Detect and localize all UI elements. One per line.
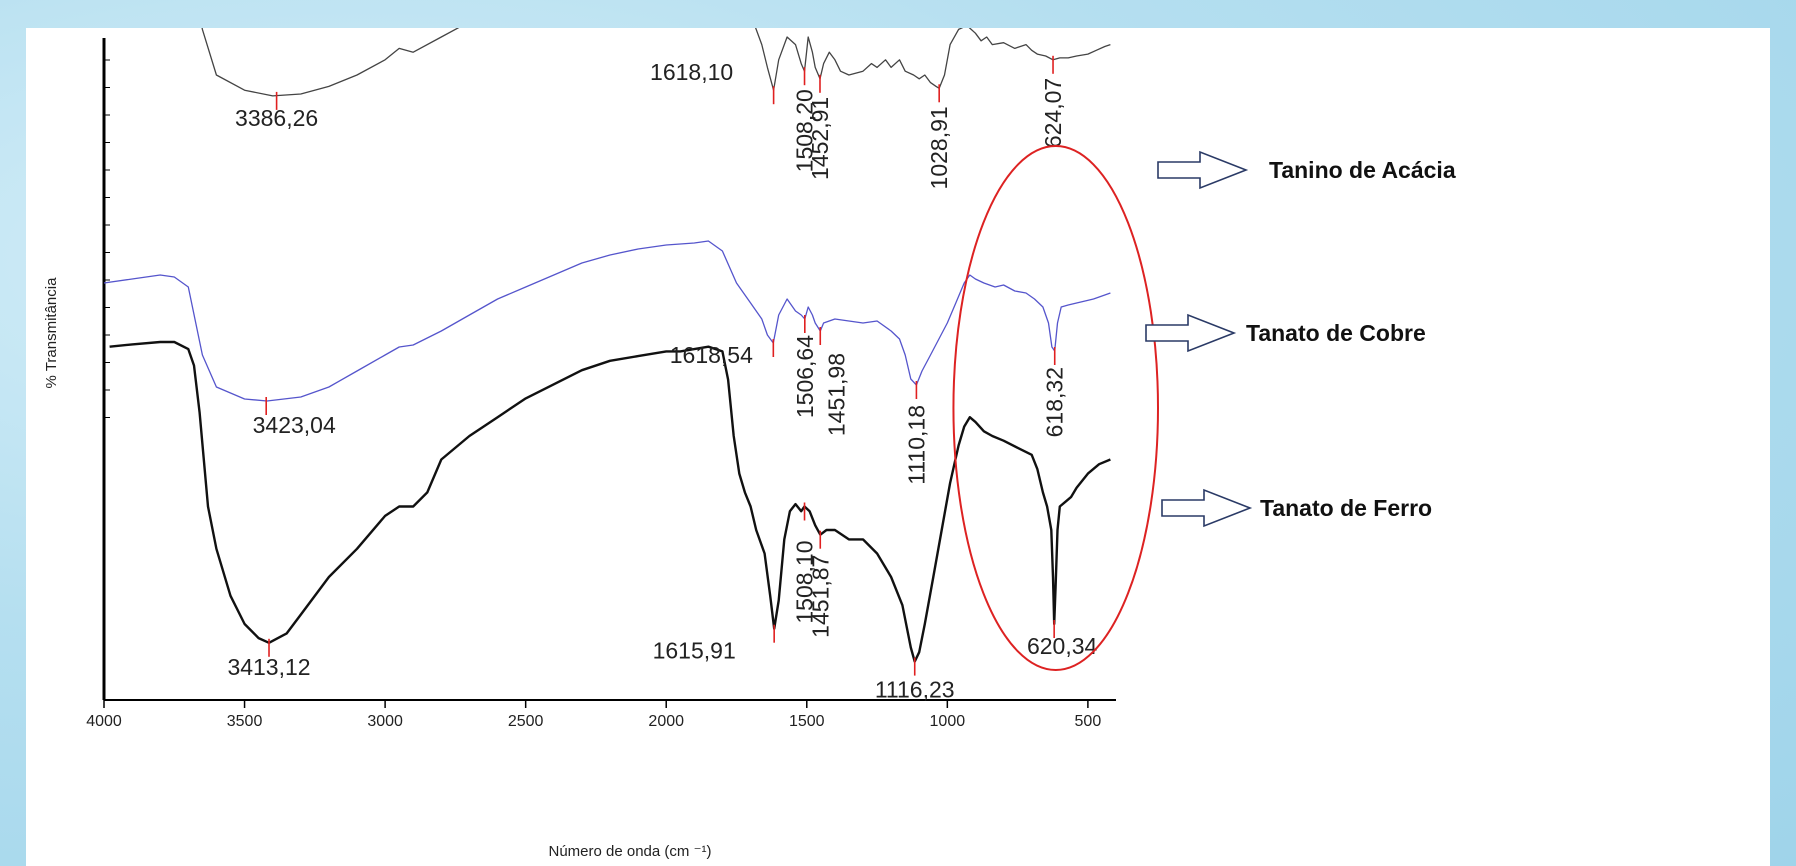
peak-label: 1508,20 <box>792 89 818 172</box>
chart-panel: 4000 3500 3000 2500 2000 1500 1000 500 Número de… <box>26 28 1770 866</box>
ftir-spectrum-chart: 4000 3500 3000 2500 2000 1500 1000 500 Número de… <box>43 28 1456 860</box>
peak-label: 1615,91 <box>653 638 736 664</box>
peak-label: 1116,23 <box>875 677 955 703</box>
peak-label: 3386,26 <box>235 105 318 131</box>
x-tick-label: 1000 <box>930 713 966 730</box>
peak-label: 1508,10 <box>792 541 818 624</box>
peak-label: 3413,12 <box>227 654 310 680</box>
series-line-tanato-de-ferro <box>109 340 1111 663</box>
peak-label: 1451,87 <box>807 555 833 638</box>
x-tick-label: 2000 <box>648 713 684 730</box>
peak-label: 3423,04 <box>253 412 336 438</box>
x-tick-label: 500 <box>1075 713 1102 730</box>
x-tick-label: 3500 <box>227 713 263 730</box>
peak-label: 1451,98 <box>823 353 849 436</box>
peak-label: 1618,10 <box>650 59 733 85</box>
legend-arrow-icon <box>1157 150 1249 190</box>
highlight-ellipse <box>952 145 1159 671</box>
legend-label: Tanato de Cobre <box>1246 320 1426 346</box>
legend-arrow-icon <box>1145 313 1237 353</box>
x-tick-label: 4000 <box>86 713 122 730</box>
legend-arrow-icon <box>1161 488 1253 528</box>
x-tick-label: 1500 <box>789 713 825 730</box>
peak-label: 620,34 <box>1027 633 1098 659</box>
series-line-tanino-de-ac-cia <box>201 28 1111 97</box>
peak-label: 1452,91 <box>807 97 833 180</box>
x-tick-label: 3000 <box>367 713 403 730</box>
x-axis-title: Número de onda (cm ⁻¹) <box>549 843 712 860</box>
peak-label: 1110,18 <box>903 405 929 485</box>
legend-label: Tanino de Acácia <box>1269 157 1456 183</box>
peak-label: 624,07 <box>1040 78 1066 148</box>
x-tick-label: 2500 <box>508 713 544 730</box>
y-axis-title: % Transmitância <box>43 277 60 389</box>
peak-label: 1506,64 <box>792 335 818 418</box>
peak-label: 618,32 <box>1042 367 1068 437</box>
peak-label: 1028,91 <box>926 106 952 189</box>
series-line-tanato-de-cobre <box>103 240 1111 402</box>
legend-label: Tanato de Ferro <box>1260 495 1432 521</box>
peak-label: 1618,54 <box>670 342 753 368</box>
